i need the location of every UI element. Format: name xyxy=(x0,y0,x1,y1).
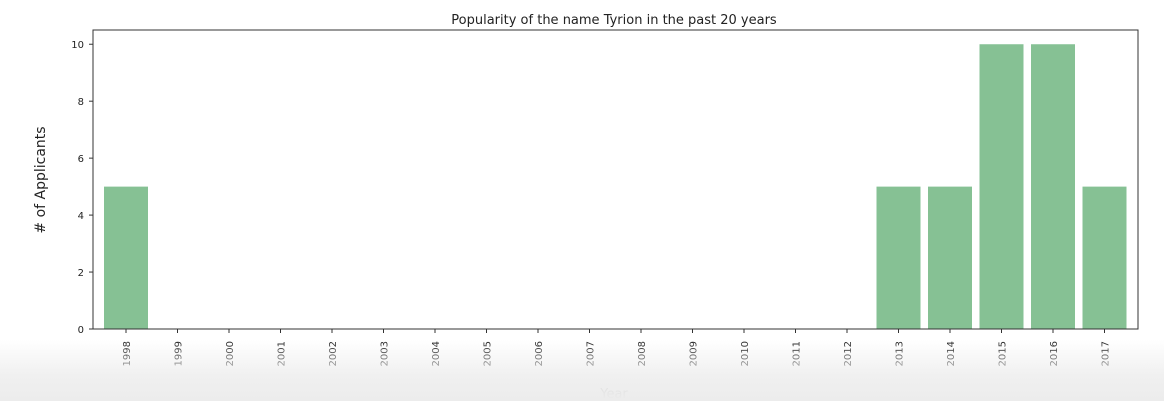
x-ticks-layer: 1998 1999 2000 2001 2002 2003 2004 2005 2006 2007… xyxy=(122,329,1112,366)
x-tick-label: 2001 xyxy=(277,341,288,366)
x-tick-label: 2010 xyxy=(740,341,751,366)
y-ticks-layer: 0 2 4 6 8 10 xyxy=(71,40,93,336)
y-tick-label: 4 xyxy=(78,211,84,222)
y-tick-label: 6 xyxy=(78,154,84,165)
x-tick-label: 2017 xyxy=(1101,341,1112,366)
x-tick-label: 2007 xyxy=(586,341,597,366)
x-tick-label: 2005 xyxy=(483,341,494,366)
x-tick-label: 1998 xyxy=(122,341,133,366)
bar-2014 xyxy=(928,186,972,329)
x-axis-label: Year xyxy=(599,387,628,401)
y-tick-label: 8 xyxy=(78,97,84,108)
x-tick-label: 2004 xyxy=(431,341,442,366)
x-tick-label: 2000 xyxy=(225,341,236,366)
y-tick-label: 10 xyxy=(71,40,84,51)
x-tick-label: 2011 xyxy=(792,341,803,366)
x-tick-label: 2015 xyxy=(998,341,1009,366)
x-tick-label: 2016 xyxy=(1049,341,1060,366)
x-tick-label: 2006 xyxy=(534,341,545,366)
chart-title: Popularity of the name Tyrion in the pas… xyxy=(451,13,777,28)
bar-1998 xyxy=(104,186,148,329)
bars-layer xyxy=(104,44,1127,329)
x-tick-label: 2009 xyxy=(689,341,700,366)
y-tick-label: 0 xyxy=(78,325,84,336)
x-tick-label: 2012 xyxy=(843,341,854,366)
x-tick-label: 1999 xyxy=(174,341,185,366)
bar-2017 xyxy=(1082,186,1127,329)
y-axis-label: # of Applicants xyxy=(33,126,49,233)
plot-area-frame xyxy=(92,29,1139,330)
x-tick-label: 2008 xyxy=(637,341,648,366)
x-tick-label: 2003 xyxy=(380,341,391,366)
y-tick-label: 2 xyxy=(78,268,84,279)
x-tick-label: 2002 xyxy=(328,341,339,366)
bar-2015 xyxy=(979,44,1024,329)
x-tick-label: 2014 xyxy=(946,341,957,366)
bar-2013 xyxy=(876,186,921,329)
bar-2016 xyxy=(1031,44,1075,329)
x-tick-label: 2013 xyxy=(895,341,906,366)
